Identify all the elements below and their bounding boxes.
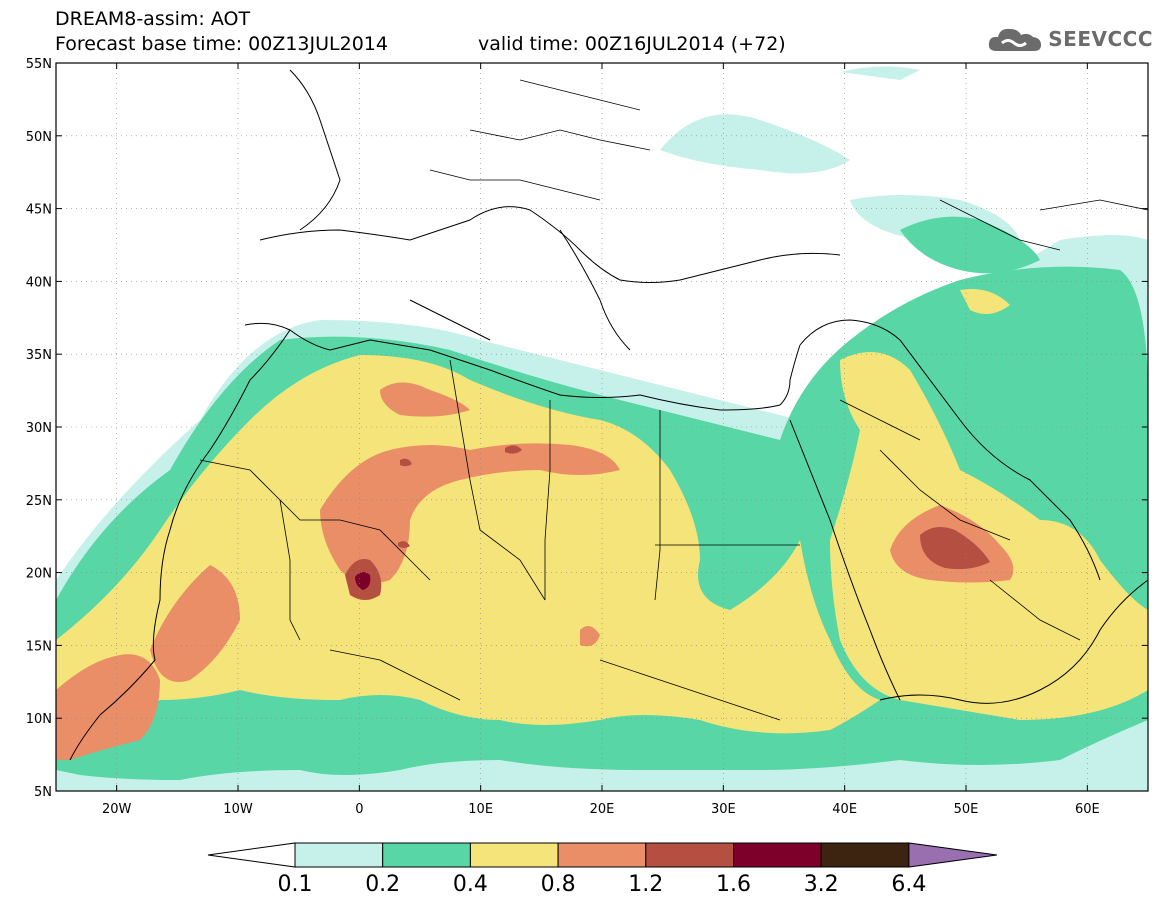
colorbar-low-arrow [207, 842, 296, 868]
colorbar-swatch [382, 842, 471, 868]
lat-axis: 55N 50N 45N 40N 35N 30N 25N 20N 15N 10N 5N [26, 57, 1148, 800]
lat-tick-label: 45N [26, 203, 52, 218]
lat-tick-label: 35N [26, 348, 52, 363]
colorbar-label: 0.1 [278, 872, 313, 897]
lon-tick-label: 0 [355, 802, 363, 817]
lon-tick-label: 20W [102, 802, 132, 817]
lon-tick-label: 10W [223, 802, 253, 817]
colorbar-label: 6.4 [891, 872, 926, 897]
logo-text: SEEVCCC [1048, 27, 1153, 51]
colorbar-swatch [294, 842, 384, 868]
lat-tick-label: 50N [26, 130, 52, 145]
lon-axis: 20W 10W 0 10E 20E 30E 40E 50E 60E [102, 63, 1100, 817]
lon-tick-label: 20E [590, 802, 615, 817]
colorbar-label: 1.2 [628, 872, 663, 897]
cloud-icon [989, 28, 1042, 51]
aot-band-1.6 [355, 571, 371, 590]
lat-tick-label: 5N [34, 785, 52, 800]
colorbar-swatch [645, 842, 734, 868]
lat-tick-label: 30N [26, 421, 52, 436]
lon-tick-label: 60E [1075, 802, 1100, 817]
title-valid-time: valid time: 00Z16JUL2014 (+72) [478, 33, 786, 55]
colorbar-label: 0.8 [541, 872, 576, 897]
lon-tick-label: 10E [468, 802, 493, 817]
colorbar-label: 0.2 [365, 872, 400, 897]
lat-tick-label: 20N [26, 567, 52, 582]
lat-lon-grid [56, 63, 1148, 791]
colorbar: 0.1 0.2 0.4 0.8 1.2 1.6 3.2 6.4 [207, 842, 997, 897]
colorbar-label: 1.6 [716, 872, 751, 897]
country-borders [199, 79, 1148, 721]
seevccc-logo: SEEVCCC [986, 22, 1153, 56]
lat-tick-label: 15N [26, 639, 52, 654]
colorbar-high-arrow [908, 842, 997, 868]
lon-tick-label: 30E [711, 802, 736, 817]
coastlines [69, 69, 1148, 761]
colorbar-swatch [557, 842, 647, 868]
lat-tick-label: 25N [26, 494, 52, 509]
lon-tick-label: 40E [832, 802, 857, 817]
lat-tick-label: 40N [26, 275, 52, 290]
colorbar-swatch [733, 842, 822, 868]
title-base-time: Forecast base time: 00Z13JUL2014 [55, 33, 388, 55]
title-product: DREAM8-assim: AOT [55, 8, 251, 30]
lon-tick-label: 50E [954, 802, 979, 817]
colorbar-label: 3.2 [804, 872, 839, 897]
lat-tick-label: 10N [26, 712, 52, 727]
colorbar-label: 0.4 [453, 872, 488, 897]
lat-tick-label: 55N [26, 57, 52, 72]
colorbar-swatch [820, 842, 910, 868]
colorbar-swatch [469, 842, 559, 868]
